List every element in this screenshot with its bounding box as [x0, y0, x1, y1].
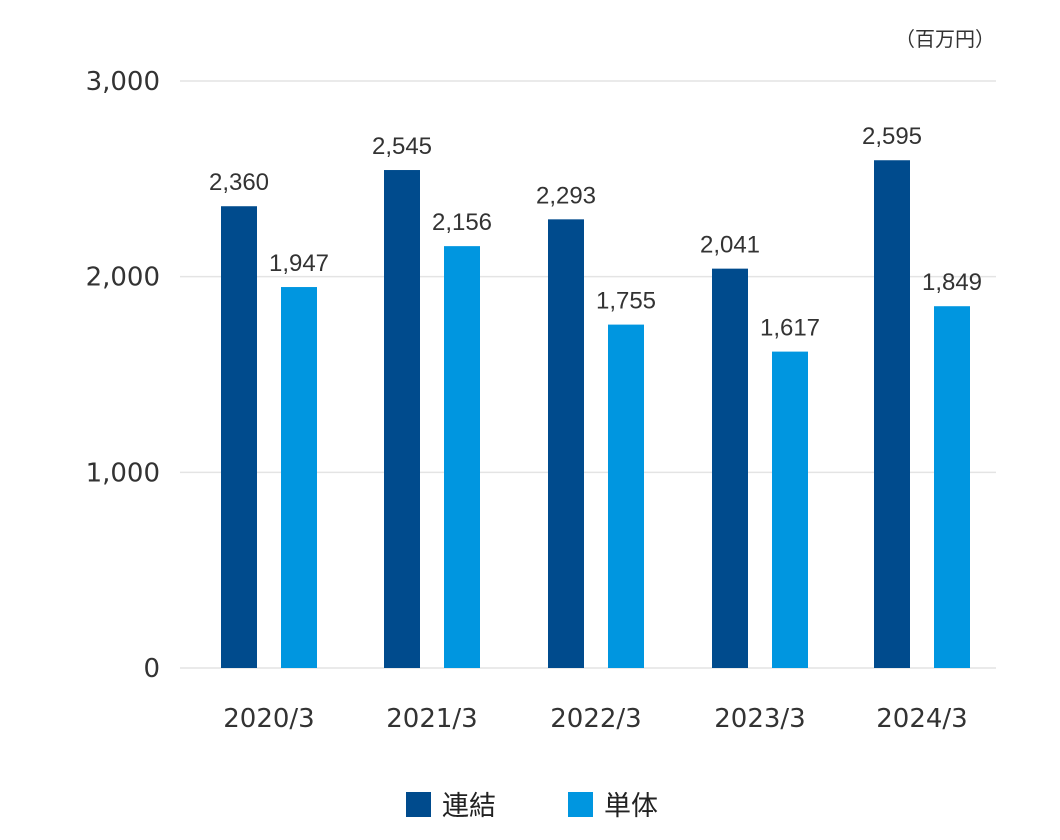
data-label: 2,156: [432, 209, 492, 236]
unit-label: （百万円）: [895, 27, 995, 51]
bar: [548, 219, 584, 668]
data-labels: 2,360 2,545 2,293 2,041 2,595 1,947 2,156 1,755…: [209, 123, 982, 341]
data-label: 2,360: [209, 169, 269, 196]
data-label: 2,595: [862, 123, 922, 150]
bar: [712, 268, 748, 668]
bar: [874, 160, 910, 668]
legend-label: 連結: [442, 791, 496, 822]
data-label: 2,545: [372, 133, 432, 160]
data-label: 1,947: [269, 250, 329, 277]
y-tick-label: 1,000: [86, 458, 160, 488]
legend-swatch: [406, 792, 431, 817]
legend-label: 単体: [604, 791, 658, 822]
x-tick-label: 2020/3: [223, 704, 314, 734]
x-tick-label: 2021/3: [386, 704, 477, 734]
legend-swatch: [568, 792, 593, 817]
x-tick-label: 2022/3: [550, 704, 641, 734]
legend: 連結 単体: [406, 791, 658, 822]
y-tick-label: 3,000: [86, 67, 160, 97]
bar: [281, 287, 317, 668]
data-label: 1,849: [922, 269, 982, 296]
bar: [444, 246, 480, 668]
bar: [608, 324, 644, 668]
bar: [772, 351, 808, 668]
y-tick-label: 2,000: [86, 263, 160, 293]
bar: [934, 306, 970, 668]
data-label: 1,617: [760, 315, 820, 342]
x-tick-label: 2023/3: [714, 704, 805, 734]
data-label: 2,041: [700, 232, 760, 259]
bar: [384, 170, 420, 669]
x-axis-ticks: 2020/3 2021/3 2022/3 2023/3 2024/3: [223, 704, 967, 734]
bars: [221, 160, 970, 669]
y-axis-ticks: 0 1,000 2,000 3,000: [86, 67, 160, 684]
data-label: 1,755: [596, 288, 656, 315]
x-tick-label: 2024/3: [876, 704, 967, 734]
data-label: 2,293: [536, 182, 596, 209]
y-tick-label: 0: [143, 654, 160, 684]
bar: [221, 206, 257, 668]
